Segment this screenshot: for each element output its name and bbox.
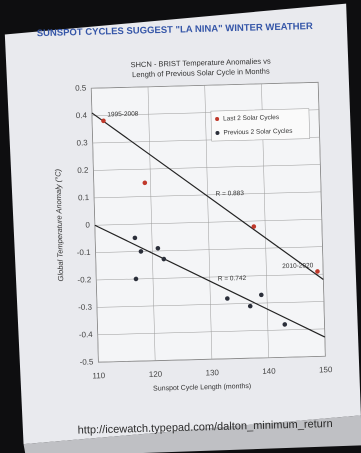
plot-area: 0.5 0.4 0.3 0.2 0.1 0 -0.1 -0.2 -0.3 -0.4 -0.5 110 1… [72, 77, 333, 381]
y-tick-label: -0.3 [78, 303, 93, 312]
x-tick-label: 110 [92, 371, 106, 380]
y-tick-label: -0.1 [77, 248, 92, 257]
y-tick-label: 0.2 [77, 166, 89, 175]
point-label: 1995-2008 [107, 111, 139, 119]
y-tick-label: 0.5 [75, 84, 87, 93]
slide: SUNSPOT CYCLES SUGGEST "LA NINA" WINTER … [4, 3, 361, 453]
trend-label: R = 0.883 [215, 190, 244, 198]
point-label: 2010-2020 [282, 262, 314, 270]
x-tick-label: 150 [319, 365, 333, 374]
y-tick-label: 0 [85, 220, 90, 229]
legend-label: Last 2 Solar Cycles [223, 114, 280, 122]
page: SUNSPOT CYCLES SUGGEST "LA NINA" WINTER … [0, 0, 361, 453]
y-tick-label: 0.3 [76, 138, 88, 147]
trend-label: R = 0.742 [218, 275, 247, 283]
photo: SUNSPOT CYCLES SUGGEST "LA NINA" WINTER … [0, 0, 361, 453]
y-tick-label: 0.4 [76, 111, 88, 120]
y-tick-label: -0.5 [80, 357, 95, 366]
y-tick-label: -0.4 [79, 330, 94, 339]
y-tick-label: 0.1 [78, 193, 90, 202]
x-tick-label: 120 [149, 370, 163, 379]
y-tick-label: -0.2 [77, 275, 92, 284]
x-tick-label: 140 [262, 367, 276, 376]
x-tick-label: 130 [205, 368, 219, 377]
